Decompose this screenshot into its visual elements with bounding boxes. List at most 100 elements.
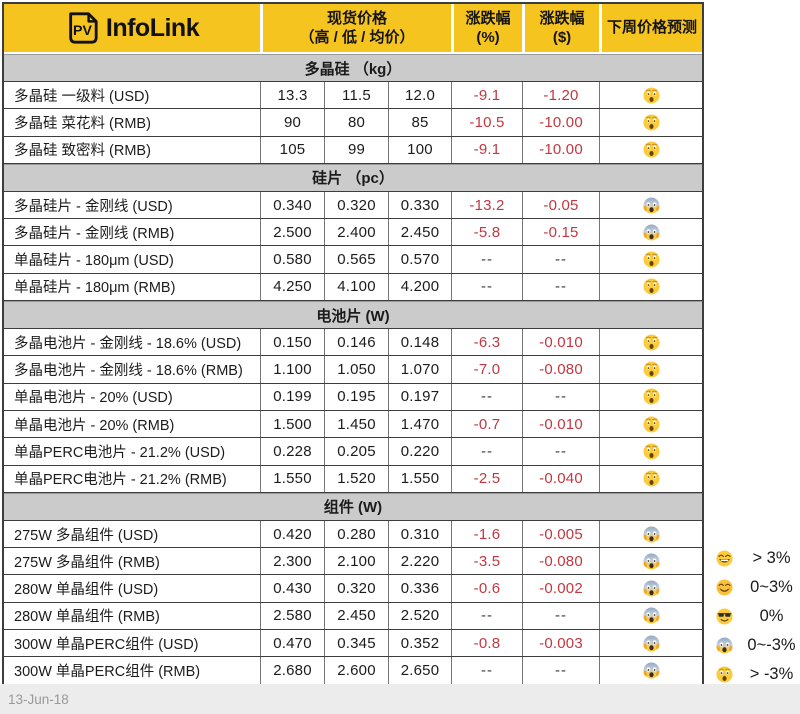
price-high: 0.228 [260,438,324,465]
pv-logo-text: PV [73,23,92,39]
forecast-header-text: 下周价格预测 [606,19,697,37]
col-header-spot-price: 现货价格 （高 / 低 / 均价） [260,4,451,52]
change-usd: -0.080 [522,356,599,383]
price-low: 11.5 [324,82,388,109]
change-pct: -- [451,273,522,301]
product-name: 单晶硅片 - 180μm (RMB) [14,280,176,297]
product-name: 多晶硅片 - 金刚线 (USD) [14,198,173,215]
section-header: 硅片 （pc） [4,163,702,192]
section-header: 电池片 (W) [4,301,702,330]
product-name: 单晶PERC电池片 - 21.2% (RMB) [14,472,227,489]
price-low: 2.600 [324,657,388,685]
change-pct: -13.2 [451,191,522,219]
price-avg: 12.0 [388,82,451,109]
astonished-emoji-icon [599,273,702,301]
astonished-emoji-icon [599,246,702,273]
price-low: 4.100 [324,273,388,301]
price-high: 13.3 [260,82,324,109]
astonished-emoji-icon [599,136,702,163]
price-low: 0.146 [324,329,388,356]
price-low: 1.450 [324,410,388,438]
legend-item: > -3% [716,660,800,689]
change-usd: -10.00 [522,109,599,136]
legend-item: 0% [716,602,800,631]
price-high: 2.500 [260,219,324,246]
change-pct: -9.1 [451,136,522,163]
change-usd: -- [522,657,599,685]
change-pct: -- [451,602,522,630]
table-row: 单晶电池片 - 20% (USD) 0.199 0.195 0.197 -- -- [4,383,702,411]
astonished-emoji-icon [599,410,702,438]
table-row: 多晶硅片 - 金刚线 (USD) 0.340 0.320 0.330 -13.2 -0.0… [4,191,702,220]
price-avg: 0.352 [388,630,451,657]
smiling-emoji-icon [716,579,733,596]
price-high: 0.150 [260,329,324,356]
scream-emoji-icon [599,630,702,657]
change-usd: -0.010 [522,410,599,438]
change-pct-line2: (%) [476,29,500,46]
col-header-change-usd: 涨跌幅 ($) [522,4,599,52]
table-row: 单晶PERC电池片 - 21.2% (RMB) 1.550 1.520 1.550 -2… [4,465,702,493]
col-header-forecast: 下周价格预测 [599,4,702,52]
scream-emoji-icon [599,219,702,246]
price-low: 99 [324,136,388,163]
change-usd-line1: 涨跌幅 [539,9,585,27]
price-avg: 0.336 [388,575,451,602]
price-high: 2.580 [260,602,324,630]
change-usd: -0.005 [522,520,599,548]
price-avg: 2.450 [388,219,451,246]
table-body: 多晶硅 （kg） 多晶硅 一级料 (USD) 13.3 11.5 12.0 -9.1 -1.… [4,54,702,685]
change-pct: -- [451,383,522,410]
price-low: 2.400 [324,219,388,246]
product-name: 多晶硅片 - 金刚线 (RMB) [14,225,175,242]
price-low: 2.100 [324,548,388,575]
change-usd: -- [522,246,599,273]
price-low: 80 [324,109,388,136]
change-usd: -1.20 [522,82,599,109]
legend-label: > 3% [752,549,791,567]
price-high: 1.550 [260,465,324,492]
price-high: 0.470 [260,630,324,657]
change-pct: -- [451,657,522,685]
product-name: 275W 多晶组件 (USD) [14,527,159,544]
price-low: 0.205 [324,438,388,465]
price-low: 0.320 [324,191,388,219]
change-usd: -0.05 [522,191,599,219]
table-row: 单晶PERC电池片 - 21.2% (USD) 0.228 0.205 0.220 --… [4,438,702,466]
price-low: 0.195 [324,383,388,410]
price-low: 1.520 [324,465,388,492]
table-row: 多晶硅 菜花料 (RMB) 90 80 85 -10.5 -10.00 [4,109,702,137]
product-name: 多晶电池片 - 金刚线 - 18.6% (USD) [14,335,242,352]
table-row: 300W 单晶PERC组件 (USD) 0.470 0.345 0.352 -0.8 -0… [4,630,702,658]
price-high: 2.300 [260,548,324,575]
scream-emoji-icon [599,191,702,219]
change-usd: -0.002 [522,575,599,602]
legend-item: > 3% [716,544,800,573]
price-high: 4.250 [260,273,324,301]
product-name: 多晶硅 致密料 (RMB) [14,143,151,160]
price-high: 0.199 [260,383,324,410]
change-usd: -0.15 [522,219,599,246]
table-row: 多晶电池片 - 金刚线 - 18.6% (RMB) 1.100 1.050 1.070… [4,356,702,384]
legend-label: 0% [759,607,784,625]
change-pct: -3.5 [451,548,522,575]
scream-emoji-icon [599,657,702,685]
table-row: 多晶硅 致密料 (RMB) 105 99 100 -9.1 -10.00 [4,136,702,164]
change-pct-line1: 涨跌幅 [465,9,511,27]
astonished-emoji-icon [599,438,702,465]
change-usd-line2: ($) [552,29,572,46]
change-usd: -- [522,383,599,410]
astonished-emoji-icon [599,329,702,356]
price-high: 105 [260,136,324,163]
section-header: 组件 (W) [4,492,702,521]
table-row: 单晶电池片 - 20% (RMB) 1.500 1.450 1.470 -0.7 -0.0… [4,410,702,439]
change-pct: -5.8 [451,219,522,246]
legend-label: 0~-3% [747,636,796,654]
price-low: 0.320 [324,575,388,602]
logo-name-text: InfoLink [105,13,200,42]
legend-label: 0~3% [750,578,793,596]
scream-emoji-icon [716,637,733,654]
table-row: 单晶硅片 - 180μm (USD) 0.580 0.565 0.570 -- -- [4,246,702,274]
sunglasses-emoji-icon [716,608,733,625]
